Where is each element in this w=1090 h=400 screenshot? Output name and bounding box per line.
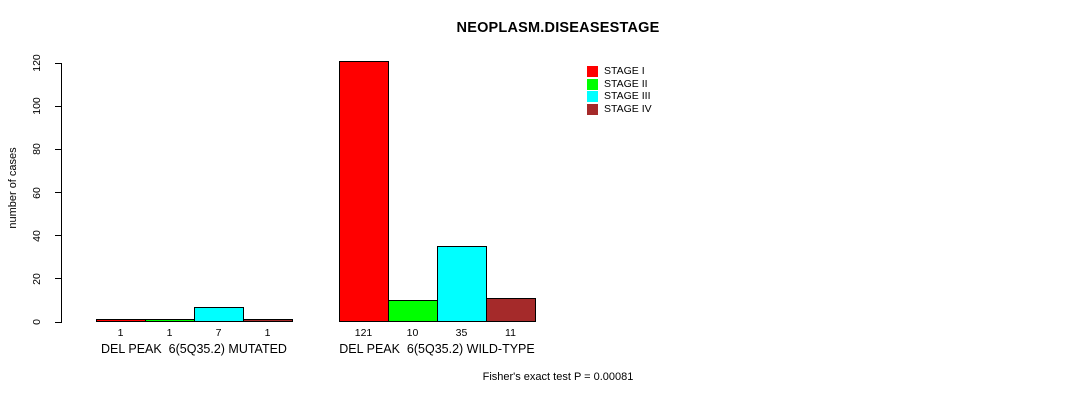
y-axis-tick	[55, 321, 62, 323]
bar-stage-iii	[194, 307, 244, 322]
bar-stage-iv	[486, 298, 536, 322]
y-axis-tick	[55, 148, 62, 150]
y-axis-tick-label-text: 20	[31, 272, 43, 285]
chart-title: NEOPLASM.DISEASESTAGE	[456, 20, 660, 36]
legend-label: STAGE IV	[604, 103, 652, 116]
bar-value-label: 1	[117, 327, 124, 339]
category-label: DEL PEAK 6(5Q35.2) MUTATED	[101, 342, 287, 356]
y-axis-tick	[55, 192, 62, 193]
bar-value-label: 7	[215, 327, 222, 339]
bar-value-label: 1	[264, 327, 271, 339]
bar-stage-iv	[243, 319, 293, 322]
legend-label: STAGE II	[604, 77, 648, 90]
y-axis-tick	[55, 105, 62, 107]
bar-stage-ii	[145, 319, 195, 322]
legend-swatch-stage-iv	[587, 104, 598, 116]
category-label: DEL PEAK 6(5Q35.2) WILD-TYPE	[339, 342, 535, 356]
y-axis-tick	[55, 62, 62, 64]
legend-swatch-stage-ii	[587, 78, 598, 90]
bar-value-label: 121	[354, 327, 373, 339]
y-axis-tick-label-text: 60	[31, 186, 43, 199]
legend-label: STAGE III	[604, 90, 651, 103]
bar-stage-iii	[437, 246, 487, 322]
bar-stage-i	[339, 61, 389, 322]
y-axis-tick-label-text: 100	[31, 97, 43, 115]
bar-value-label: 11	[505, 327, 516, 339]
legend-label: STAGE I	[604, 65, 645, 77]
y-axis-tick-label-text: 80	[31, 143, 43, 156]
y-axis-tick	[55, 278, 62, 280]
bar-stage-i	[96, 319, 146, 322]
bar-value-label: 1	[166, 327, 173, 339]
y-axis-tick-label-text: 0	[31, 319, 43, 325]
pvalue-annotation: Fisher's exact test P = 0.00081	[482, 371, 634, 383]
bar-value-label: 10	[406, 327, 419, 339]
y-axis-tick	[55, 235, 62, 237]
legend-swatch-stage-i	[587, 66, 598, 77]
y-axis-tick-label-text: 40	[31, 229, 43, 242]
bar-value-label: 35	[455, 327, 468, 339]
y-axis-line	[61, 63, 62, 323]
bar-stage-ii	[388, 300, 438, 322]
legend-swatch-stage-iii	[587, 91, 598, 103]
y-axis-tick-label-text: 120	[31, 54, 43, 72]
